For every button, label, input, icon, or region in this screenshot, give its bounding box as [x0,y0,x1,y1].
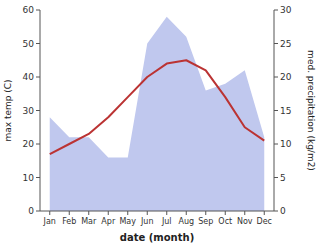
y-tick-label: 10 [23,173,35,183]
y-tick-label: 40 [23,72,35,82]
y-tick [36,211,40,212]
x-tick-label: Oct [218,217,232,226]
x-tick [108,211,109,215]
y2-tick-label: 20 [280,72,292,82]
x-tick-label: Jul [161,217,172,226]
y-axis-label: max temp (C) [3,79,13,141]
y-tick-label: 50 [23,39,35,49]
x-tick [264,211,265,215]
x-tick [225,211,226,215]
x-tick-label: Jan [43,217,56,226]
y-tick [36,177,40,178]
y2-tick [274,77,278,78]
y-tick [36,43,40,44]
y2-tick-label: 10 [280,139,292,149]
x-tick-label: Mar [81,217,97,226]
x-tick-label: Aug [178,217,194,226]
y2-tick-label: 15 [280,106,291,116]
x-axis-label: date (month) [120,232,194,243]
x-tick [88,211,89,215]
y2-tick-label: 0 [280,206,286,216]
chart: 0 10 20 30 40 50 60 0 5 10 15 20 25 30 Jan Feb Mar AprMay… [0,0,318,247]
x-tick-label: May [119,217,136,226]
y-tick-label: 20 [23,139,35,149]
y2-tick [274,144,278,145]
x-tick-label: Feb [62,217,76,226]
y2-tick [274,43,278,44]
x-tick [69,211,70,215]
y2-tick-label: 5 [280,173,286,183]
y-tick [36,110,40,111]
x-tick-label: Sep [198,217,213,226]
y2-tick [274,211,278,212]
x-tick [186,211,187,215]
x-tick [205,211,206,215]
y2-tick [274,10,278,11]
x-tick-label: Apr [101,217,116,226]
y-tick-label: 60 [23,5,35,15]
precipitation-area [50,17,265,211]
temperature-line [50,60,265,154]
y2-tick [274,177,278,178]
y2-tick-label: 25 [280,39,291,49]
x-tick [49,211,50,215]
plot-area [50,17,265,211]
y-tick [36,77,40,78]
y2-tick-label: 30 [280,5,292,15]
x-tick [147,211,148,215]
y-tick-label: 0 [28,206,34,216]
y-tick [36,144,40,145]
x-tick-label: Dec [257,217,272,226]
x-axis-line [40,211,274,212]
x-tick [244,211,245,215]
x-tick [127,211,128,215]
x-tick-label: Jun [140,217,154,226]
y2-tick [274,110,278,111]
x-tick [166,211,167,215]
y-tick-label: 30 [23,106,35,116]
y-tick [36,10,40,11]
x-tick-label: Nov [237,217,253,226]
y2-axis-label: med. precipitation (kg/m2) [306,50,316,171]
